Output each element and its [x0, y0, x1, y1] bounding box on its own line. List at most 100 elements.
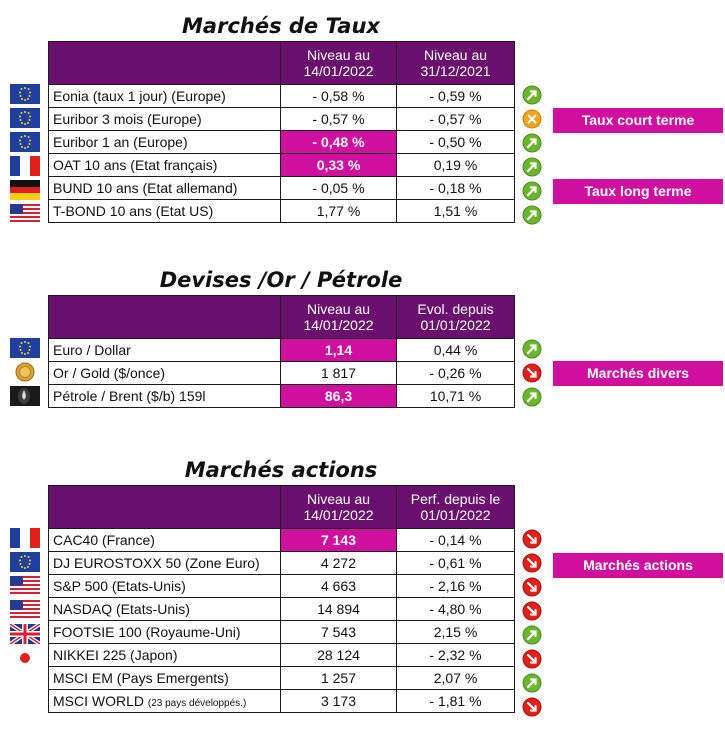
table-row: NIKKEI 225 (Japon) 28 124- 2,32 %: [48, 643, 515, 667]
devises-row-label: Or / Gold ($/once): [48, 361, 281, 385]
taux-row-label: Euribor 3 mois (Europe): [48, 107, 281, 131]
usa-flag-icon: [10, 600, 40, 620]
actions-table: Niveau au 14/01/2022 Perf. depuis le 01/…: [48, 485, 515, 713]
devises-row-label: Pétrole / Brent ($/b) 159l: [48, 384, 281, 408]
germany-flag-icon: [10, 180, 40, 200]
actions-row-label: NIKKEI 225 (Japon): [48, 643, 281, 667]
actions-row-value-current: 4 272: [280, 551, 397, 575]
tag-taux-long-terme: Taux long terme: [553, 179, 723, 204]
devises-row-value-current: 1 817: [280, 361, 397, 385]
taux-row-value-current: - 0,48 %: [280, 130, 397, 154]
actions-section-title: Marchés actions: [184, 458, 378, 482]
taux-row-value-previous: 1,51 %: [396, 199, 515, 223]
down-red-arrow-icon: [522, 601, 542, 621]
devises-header-blank: [48, 295, 281, 339]
gold-coin-icon: [10, 362, 40, 382]
eu-flag-icon: [10, 552, 40, 572]
up-green-arrow-icon: [522, 205, 542, 225]
actions-row-label: FOOTSIE 100 (Royaume-Uni): [48, 620, 281, 644]
france-flag-icon: [10, 156, 40, 176]
tag-marches-actions: Marchés actions: [553, 553, 723, 578]
taux-header-col2: Niveau au 31/12/2021: [396, 41, 515, 85]
table-row: MSCI WORLD (23 pays développés.) 3 173- 1…: [48, 689, 515, 713]
japan-flag-icon: [10, 648, 40, 668]
taux-row-value-previous: - 0,18 %: [396, 176, 515, 200]
devises-row-label: Euro / Dollar: [48, 338, 281, 362]
devises-header-col1: Niveau au 14/01/2022: [280, 295, 397, 339]
taux-header-col1: Niveau au 14/01/2022: [280, 41, 397, 85]
table-row: Euribor 3 mois (Europe) - 0,57 % - 0,57 %: [48, 107, 515, 131]
eu-flag-icon: [10, 338, 40, 358]
actions-row-label: NASDAQ (Etats-Unis): [48, 597, 281, 621]
taux-row-value-previous: - 0,59 %: [396, 84, 515, 108]
devises-row-value-current: 86,3: [280, 384, 397, 408]
up-green-arrow-icon: [522, 387, 542, 407]
taux-row-label: Euribor 1 an (Europe): [48, 130, 281, 154]
down-red-arrow-icon: [522, 529, 542, 549]
actions-row-label: CAC40 (France): [48, 528, 281, 552]
taux-row-value-current: 0,33 %: [280, 153, 397, 177]
actions-row-value-current: 4 663: [280, 574, 397, 598]
actions-row-value-current: 7 143: [280, 528, 397, 552]
usa-flag-icon: [10, 576, 40, 596]
oil-barrel-icon: [10, 386, 40, 406]
up-green-arrow-icon: [522, 181, 542, 201]
eu-flag-icon: [10, 84, 40, 104]
actions-row-value-current: 3 173: [280, 689, 397, 713]
table-row: FOOTSIE 100 (Royaume-Uni) 7 543 2,15 %: [48, 620, 515, 644]
actions-row-label: MSCI WORLD (23 pays développés.): [48, 689, 281, 713]
table-row: CAC40 (France) 7 143- 0,14 %: [48, 528, 515, 552]
actions-row-value-current: 1 257: [280, 666, 397, 690]
down-red-arrow-icon: [522, 363, 542, 383]
devises-table: Niveau au 14/01/2022 Evol. depuis 01/01/…: [48, 295, 515, 408]
table-row: Euro / Dollar 1,14 0,44 %: [48, 338, 515, 362]
taux-section-title: Marchés de Taux: [182, 14, 380, 38]
uk-flag-icon: [10, 624, 40, 644]
up-green-arrow-icon: [522, 85, 542, 105]
usa-flag-icon: [10, 204, 40, 224]
actions-row-label: DJ EUROSTOXX 50 (Zone Euro): [48, 551, 281, 575]
actions-row-value-perf: 2,07 %: [396, 666, 515, 690]
up-green-arrow-icon: [522, 625, 542, 645]
down-red-arrow-icon: [522, 553, 542, 573]
table-row: Pétrole / Brent ($/b) 159l 86,3 10,71 %: [48, 384, 515, 408]
actions-row-value-perf: - 0,61 %: [396, 551, 515, 575]
actions-row-value-current: 28 124: [280, 643, 397, 667]
down-red-arrow-icon: [522, 697, 542, 717]
table-row: Or / Gold ($/once) 1 817- 0,26 %: [48, 361, 515, 385]
actions-row-value-perf: - 4,80 %: [396, 597, 515, 621]
eu-flag-icon: [10, 108, 40, 128]
table-row: T-BOND 10 ans (Etat US) 1,77 % 1,51 %: [48, 199, 515, 223]
table-row: MSCI EM (Pays Emergents) 1 257 2,07 %: [48, 666, 515, 690]
actions-header-col2: Perf. depuis le 01/01/2022: [396, 485, 515, 529]
devises-row-value-evol: 10,71 %: [396, 384, 515, 408]
actions-row-value-perf: - 0,14 %: [396, 528, 515, 552]
up-green-arrow-icon: [522, 157, 542, 177]
taux-row-label: BUND 10 ans (Etat allemand): [48, 176, 281, 200]
actions-row-label-note: (23 pays développés.): [147, 698, 247, 709]
table-row: DJ EUROSTOXX 50 (Zone Euro) 4 272- 0,61 %: [48, 551, 515, 575]
up-green-arrow-icon: [522, 133, 542, 153]
actions-header-col1: Niveau au 14/01/2022: [280, 485, 397, 529]
actions-row-label: MSCI EM (Pays Emergents): [48, 666, 281, 690]
devises-row-value-evol: - 0,26 %: [396, 361, 515, 385]
taux-row-label: OAT 10 ans (Etat français): [48, 153, 281, 177]
taux-table: Niveau au 14/01/2022 Niveau au 31/12/202…: [48, 41, 515, 223]
taux-row-value-current: 1,77 %: [280, 199, 397, 223]
taux-row-label: Eonia (taux 1 jour) (Europe): [48, 84, 281, 108]
actions-row-value-perf: 2,15 %: [396, 620, 515, 644]
taux-row-value-current: - 0,58 %: [280, 84, 397, 108]
taux-header-blank: [48, 41, 281, 85]
up-green-arrow-icon: [522, 339, 542, 359]
up-green-arrow-icon: [522, 673, 542, 693]
table-row: NASDAQ (Etats-Unis) 14 894- 4,80 %: [48, 597, 515, 621]
actions-row-value-perf: - 2,16 %: [396, 574, 515, 598]
actions-row-value-current: 7 543: [280, 620, 397, 644]
table-row: S&P 500 (Etats-Unis) 4 663- 2,16 %: [48, 574, 515, 598]
taux-row-value-previous: - 0,57 %: [396, 107, 515, 131]
table-row: OAT 10 ans (Etat français) 0,33 % 0,19 %: [48, 153, 515, 177]
devises-header-col2: Evol. depuis 01/01/2022: [396, 295, 515, 339]
actions-row-value-perf: - 1,81 %: [396, 689, 515, 713]
actions-header-blank: [48, 485, 281, 529]
actions-row-value-current: 14 894: [280, 597, 397, 621]
